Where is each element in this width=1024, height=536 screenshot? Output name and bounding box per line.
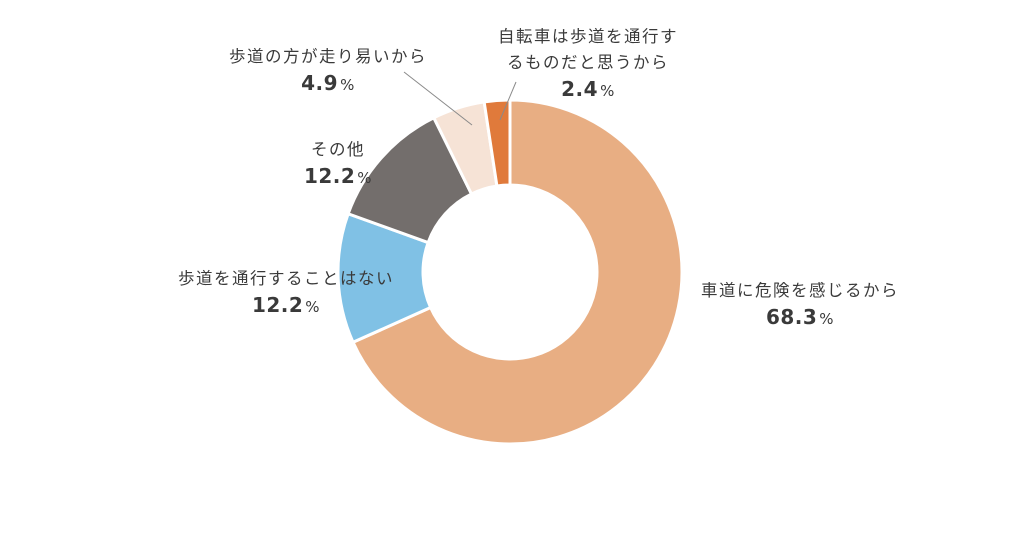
leader-line-4: [403, 71, 473, 126]
donut-slice-5: [482, 98, 512, 188]
slice-label-1: 車道に危険を感じるから: [701, 281, 899, 300]
slice-label-3: その他: [311, 140, 365, 159]
donut-slice-1: [351, 98, 684, 446]
slice-label-5-line-2: るものだと思うから: [507, 53, 669, 72]
leaders-layer: [403, 71, 517, 126]
slice-value-2: 12.2%: [252, 293, 320, 317]
leader-line-5: [499, 81, 517, 121]
slice-label-2: 歩道を通行することはない: [178, 269, 394, 288]
labels-layer: 車道に危険を感じるから 68.3 % 歩道を通行することはない 12.2 % その他 12.2…: [178, 27, 899, 329]
slice-value-3: 12.2%: [304, 164, 372, 188]
slice-value-4: 4.9%: [301, 71, 355, 95]
slices-layer: [336, 98, 684, 446]
slice-label-5-line-1: 自転車は歩道を通行す: [498, 27, 678, 46]
slice-value-5: 2.4%: [561, 77, 615, 101]
slice-label-4: 歩道の方が走り易いから: [229, 47, 427, 66]
slice-value-1: 68.3%: [766, 305, 834, 329]
